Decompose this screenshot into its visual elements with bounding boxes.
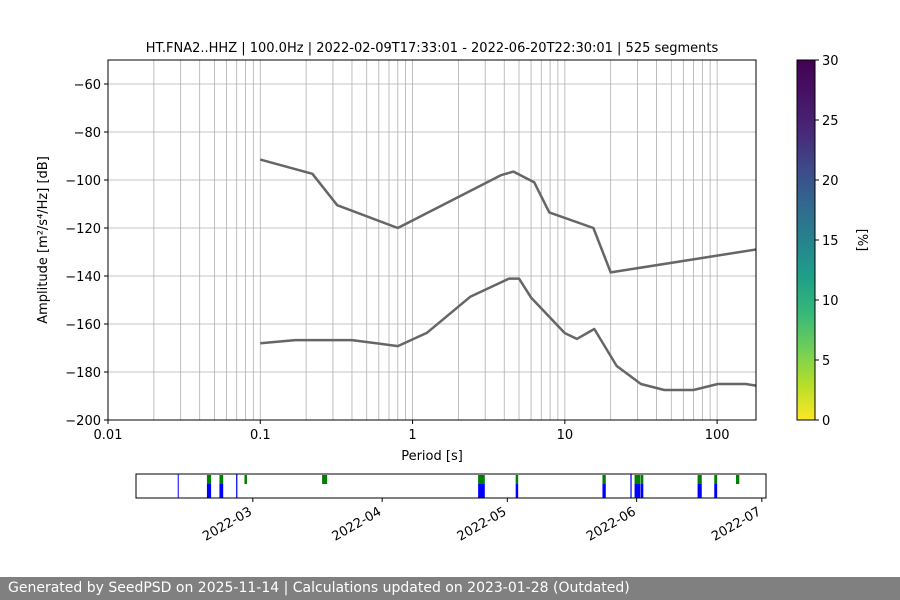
x-tick-label: 10 bbox=[557, 428, 574, 443]
timeline-gap-top bbox=[219, 475, 224, 484]
colorbar bbox=[796, 59, 816, 421]
timeline-gap-marker bbox=[630, 474, 632, 498]
low-noise-model-line bbox=[260, 277, 756, 392]
timeline-gap-bottom bbox=[515, 484, 519, 498]
high-noise-model-line bbox=[259, 158, 756, 274]
x-tick-label: 1 bbox=[408, 428, 416, 443]
timeline-tick-label: 2022-04 bbox=[330, 504, 385, 544]
x-tick-label: 0.1 bbox=[250, 428, 271, 443]
timeline-gap-bottom bbox=[714, 484, 718, 498]
y-tick-label: −160 bbox=[65, 318, 101, 333]
timeline-gap-bottom bbox=[206, 484, 212, 498]
timeline-gap-marker bbox=[177, 474, 179, 498]
timeline-gap-top bbox=[714, 475, 718, 484]
timeline-tick-label: 2022-05 bbox=[455, 504, 510, 544]
y-axis-ticks: −200 −180 −160 −140 −120 −100 −80 −60 bbox=[65, 78, 108, 429]
timeline-gap-bottom bbox=[478, 484, 485, 498]
colorbar-tick-label: 0 bbox=[822, 414, 830, 429]
timeline-gap-top bbox=[478, 475, 485, 484]
timeline-tick-label: 2022-06 bbox=[584, 504, 639, 544]
timeline-gap-top bbox=[244, 475, 247, 484]
timeline-gap-top bbox=[206, 475, 212, 484]
timeline-frame bbox=[135, 473, 767, 499]
timeline-gap-bottom bbox=[640, 484, 644, 498]
colorbar-label: [%] bbox=[854, 229, 869, 252]
timeline-gap-top bbox=[697, 475, 702, 484]
timeline-gap-bottom bbox=[697, 484, 702, 498]
grid-lines bbox=[108, 60, 756, 420]
psd-chart: HT.FNA2..HHZ | 100.0Hz | 2022-02-09T17:3… bbox=[36, 41, 869, 545]
timeline-gap-top bbox=[735, 475, 740, 484]
noise-model-curves bbox=[259, 158, 756, 392]
timeline-tick-label: 2022-03 bbox=[200, 504, 255, 544]
x-axis-label: Period [s] bbox=[401, 449, 463, 464]
y-tick-label: −180 bbox=[65, 366, 101, 381]
y-tick-label: −60 bbox=[74, 78, 101, 93]
x-axis-ticks: 0.01 0.1 1 10 100 bbox=[94, 420, 730, 443]
y-tick-label: −120 bbox=[65, 222, 101, 237]
x-tick-label: 0.01 bbox=[94, 428, 123, 443]
plot-frame bbox=[107, 59, 757, 421]
y-tick-label: −80 bbox=[74, 126, 101, 141]
x-tick-label: 100 bbox=[705, 428, 730, 443]
footer-bar: Generated by SeedPSD on 2025-11-14 | Cal… bbox=[0, 577, 900, 600]
timeline-gap-top bbox=[640, 475, 644, 484]
colorbar-ticks: 0 5 10 15 20 25 30 bbox=[815, 54, 839, 429]
chart-title: HT.FNA2..HHZ | 100.0Hz | 2022-02-09T17:3… bbox=[146, 41, 719, 56]
colorbar-tick-label: 15 bbox=[822, 234, 839, 249]
y-axis-label: Amplitude [m²/s⁴/Hz] [dB] bbox=[36, 156, 51, 324]
timeline-gap-bottom bbox=[602, 484, 606, 498]
colorbar-tick-label: 30 bbox=[822, 54, 839, 69]
timeline-gap-top bbox=[634, 475, 641, 484]
y-tick-label: −200 bbox=[65, 414, 101, 429]
colorbar-tick-label: 10 bbox=[822, 294, 839, 309]
timeline-gap-bottom bbox=[219, 484, 224, 498]
footer-text: Generated by SeedPSD on 2025-11-14 | Cal… bbox=[8, 580, 630, 596]
timeline-tick-label: 2022-07 bbox=[709, 504, 764, 544]
timeline-gap-top bbox=[602, 475, 606, 484]
y-tick-label: −140 bbox=[65, 270, 101, 285]
timeline-gap-bottom bbox=[634, 484, 641, 498]
timeline-axis-ticks: 2022-03 2022-04 2022-05 2022-06 2022-07 bbox=[200, 498, 764, 545]
colorbar-tick-label: 20 bbox=[822, 174, 839, 189]
y-tick-label: −100 bbox=[65, 174, 101, 189]
data-availability-timeline bbox=[177, 474, 740, 498]
timeline-gap-top bbox=[322, 475, 328, 484]
colorbar-tick-label: 25 bbox=[822, 114, 839, 129]
colorbar-tick-label: 5 bbox=[822, 354, 830, 369]
timeline-gap-top bbox=[515, 475, 519, 484]
timeline-gap-marker bbox=[236, 474, 238, 498]
